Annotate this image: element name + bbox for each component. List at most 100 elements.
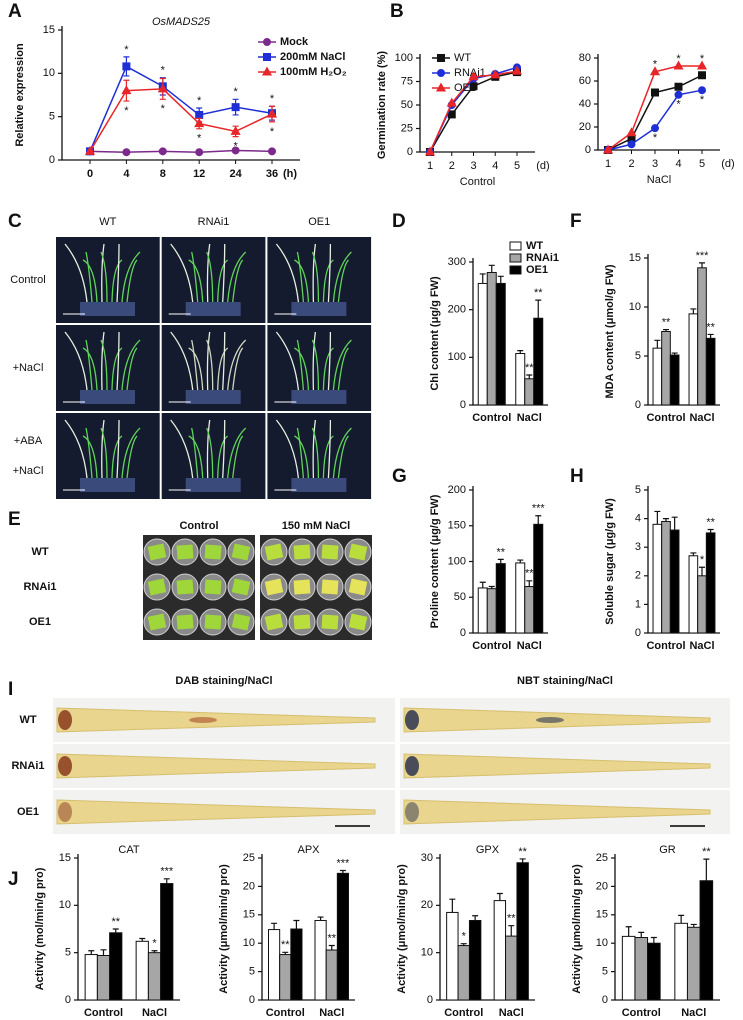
error-bar [526,374,533,379]
y-tick-label: 10 [243,937,255,949]
error-bar [317,916,324,921]
y-tick-label: 5 [65,947,71,959]
chart-title: CAT [118,844,139,856]
error-bar [650,936,657,944]
column-label: DAB staining/NaCl [175,675,272,687]
significance: ** [507,913,516,925]
leaf [85,339,93,391]
error-bar [100,949,107,956]
significance: * [197,95,202,107]
leaf [100,251,108,303]
point [122,148,131,157]
row-label: RNAi1 [23,581,56,593]
line [89,65,273,152]
leaf [337,259,349,303]
leaf [126,259,138,303]
column-label: RNAi1 [198,216,230,228]
error-bar [479,581,486,588]
leaf-disc [264,578,284,596]
pot [80,478,135,492]
significance: ** [111,916,120,928]
x-tick-label: 4 [675,158,681,170]
panel-letter: I [8,679,13,700]
error-bar [707,528,714,533]
leaf [232,347,244,391]
stain [405,710,419,730]
leaf [188,435,204,479]
bar [674,922,688,1001]
error-bar [690,308,697,314]
y-axis-label: Soluble sugar (μg/g FW) [604,498,616,625]
leaf-disc [231,613,251,631]
x-tick-label: Control [646,412,685,424]
legend-marker [263,53,271,61]
leaf [206,243,211,303]
bar [647,942,661,1001]
bar [669,529,680,634]
bar [279,954,292,1001]
x-tick-label: Control [472,640,511,652]
bar [516,862,529,1001]
leaf [100,339,108,391]
y-tick-label: 10 [596,937,608,949]
y-tick-label: 60 [579,75,591,87]
point [231,103,240,112]
error-bar [488,264,495,273]
y-tick-label: 200 [448,484,466,496]
leaf [296,251,305,303]
leaf [191,251,199,303]
legend-marker [261,66,273,76]
bar [96,955,111,1001]
bar [314,919,327,1001]
bar [336,872,349,1001]
column-label: WT [99,216,116,228]
significance: * [161,103,166,115]
chart-title: APX [297,844,320,856]
significance: ** [662,316,671,328]
bar [468,919,482,1001]
error-bar [472,915,479,921]
significance: ** [525,362,534,374]
y-tick-label: 100 [448,555,466,567]
bar [652,347,663,406]
stain [536,717,564,723]
significance: * [676,53,681,65]
leaf [82,435,98,479]
legend-marker [435,82,447,92]
row-label: WT [19,714,36,726]
line [89,149,273,153]
legend-label: WT [526,240,543,252]
leaf-disc [204,614,222,630]
leaf-disc [147,578,167,596]
y-tick-label: 5 [49,111,55,123]
leaf [82,347,98,391]
leaf [294,347,310,391]
leaf [312,331,317,391]
point [674,90,683,99]
leaf [85,427,93,479]
x-tick-label: 5 [514,160,520,172]
leaf-disc [176,579,194,595]
leaf [126,435,138,479]
leaf [327,243,332,303]
significance: ** [702,846,711,858]
pot [291,302,347,316]
point [674,82,683,91]
y-tick-label: 20 [421,899,433,911]
bar [686,926,701,1001]
y-tick-label: 10 [43,67,55,79]
point [511,65,523,75]
y-tick-label: 75 [401,75,413,87]
x-tick-label: 36 [266,168,278,180]
row-label: +NaCl [13,362,44,374]
x-axis-label: Control [460,176,495,188]
leaf [275,243,300,303]
y-tick-label: 15 [43,24,55,36]
legend-label: OE1 [526,264,548,276]
leaf-disc [293,544,311,560]
leaf [121,339,141,391]
leaf [188,347,204,391]
significance: * [124,44,129,56]
x-tick-label: Control [444,1007,483,1019]
leaf [232,435,244,479]
